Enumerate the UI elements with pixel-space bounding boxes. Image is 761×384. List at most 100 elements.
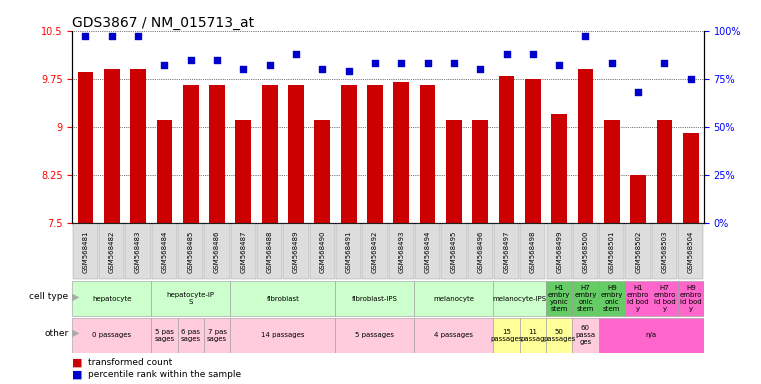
- Bar: [630, 175, 646, 384]
- Point: [185, 56, 197, 63]
- Text: 15
passages: 15 passages: [490, 329, 523, 341]
- Bar: [683, 133, 699, 384]
- Point: [369, 60, 381, 66]
- FancyBboxPatch shape: [231, 224, 256, 279]
- Text: ▶: ▶: [72, 292, 79, 302]
- FancyBboxPatch shape: [283, 224, 309, 279]
- Text: H9
embry
onic
stem: H9 embry onic stem: [600, 285, 623, 312]
- Text: ■: ■: [72, 370, 83, 380]
- Text: 5 passages: 5 passages: [355, 332, 394, 338]
- Bar: [262, 85, 278, 384]
- Text: GSM568482: GSM568482: [109, 230, 115, 273]
- Point: [527, 51, 539, 57]
- Bar: [604, 120, 619, 384]
- Text: H1
embry
yonic
stem: H1 embry yonic stem: [548, 285, 570, 312]
- Point: [263, 62, 275, 68]
- Point: [606, 60, 618, 66]
- Text: fibroblast-IPS: fibroblast-IPS: [352, 296, 398, 301]
- Point: [211, 56, 223, 63]
- FancyBboxPatch shape: [599, 318, 704, 353]
- Bar: [367, 85, 383, 384]
- Text: melanocyte: melanocyte: [434, 296, 474, 301]
- Text: H9
embro
id bod
y: H9 embro id bod y: [680, 285, 702, 312]
- Text: ▶: ▶: [72, 328, 79, 338]
- Text: H7
embro
id bod
y: H7 embro id bod y: [653, 285, 676, 312]
- FancyBboxPatch shape: [310, 224, 335, 279]
- FancyBboxPatch shape: [493, 281, 546, 316]
- Text: GSM568486: GSM568486: [214, 230, 220, 273]
- Point: [447, 60, 460, 66]
- Text: other: other: [44, 329, 68, 338]
- Text: cell type: cell type: [30, 292, 68, 301]
- FancyBboxPatch shape: [99, 224, 124, 279]
- Text: GSM568484: GSM568484: [161, 230, 167, 273]
- Text: 11
passag: 11 passag: [521, 329, 545, 341]
- Text: GSM568500: GSM568500: [582, 230, 588, 273]
- Point: [158, 62, 170, 68]
- Text: ■: ■: [72, 358, 83, 368]
- Text: 5 pas
sages: 5 pas sages: [154, 329, 174, 341]
- FancyBboxPatch shape: [493, 318, 520, 353]
- Text: GSM568499: GSM568499: [556, 230, 562, 273]
- Text: 60
passa
ges: 60 passa ges: [575, 325, 596, 345]
- FancyBboxPatch shape: [546, 318, 572, 353]
- Text: GSM568493: GSM568493: [398, 230, 404, 273]
- FancyBboxPatch shape: [257, 224, 282, 279]
- FancyBboxPatch shape: [336, 224, 361, 279]
- FancyBboxPatch shape: [599, 281, 625, 316]
- Point: [685, 76, 697, 82]
- FancyBboxPatch shape: [231, 318, 336, 353]
- Text: GSM568503: GSM568503: [661, 230, 667, 273]
- Bar: [393, 82, 409, 384]
- Text: GSM568485: GSM568485: [188, 230, 194, 273]
- Text: 6 pas
sages: 6 pas sages: [180, 329, 201, 341]
- Text: GSM568497: GSM568497: [504, 230, 510, 273]
- Text: GSM568498: GSM568498: [530, 230, 536, 273]
- Point: [290, 51, 302, 57]
- Text: 7 pas
sages: 7 pas sages: [207, 329, 227, 341]
- FancyBboxPatch shape: [546, 224, 572, 279]
- Point: [501, 51, 513, 57]
- Bar: [183, 85, 199, 384]
- Point: [79, 33, 91, 40]
- Bar: [341, 85, 356, 384]
- Bar: [446, 120, 462, 384]
- Text: H1
embro
id bod
y: H1 embro id bod y: [627, 285, 649, 312]
- Text: GSM568492: GSM568492: [372, 230, 378, 273]
- Bar: [103, 69, 119, 384]
- Text: n/a: n/a: [646, 332, 657, 338]
- FancyBboxPatch shape: [336, 281, 415, 316]
- Text: GSM568489: GSM568489: [293, 230, 299, 273]
- FancyBboxPatch shape: [415, 224, 440, 279]
- Text: GSM568496: GSM568496: [477, 230, 483, 273]
- Text: 50
passages: 50 passages: [543, 329, 575, 341]
- FancyBboxPatch shape: [72, 281, 151, 316]
- Text: hepatocyte: hepatocyte: [92, 296, 132, 301]
- FancyBboxPatch shape: [151, 318, 177, 353]
- Text: transformed count: transformed count: [88, 358, 172, 367]
- FancyBboxPatch shape: [520, 318, 546, 353]
- Bar: [209, 85, 225, 384]
- Point: [658, 60, 670, 66]
- Text: GDS3867 / NM_015713_at: GDS3867 / NM_015713_at: [72, 16, 254, 30]
- FancyBboxPatch shape: [126, 224, 151, 279]
- FancyBboxPatch shape: [626, 224, 651, 279]
- Point: [106, 33, 118, 40]
- Bar: [157, 120, 172, 384]
- Text: fibroblast: fibroblast: [266, 296, 299, 301]
- Bar: [578, 69, 594, 384]
- FancyBboxPatch shape: [389, 224, 414, 279]
- FancyBboxPatch shape: [178, 224, 203, 279]
- FancyBboxPatch shape: [231, 281, 336, 316]
- Bar: [525, 79, 541, 384]
- FancyBboxPatch shape: [415, 318, 493, 353]
- Text: H7
embry
onic
stem: H7 embry onic stem: [575, 285, 597, 312]
- FancyBboxPatch shape: [151, 281, 231, 316]
- FancyBboxPatch shape: [652, 224, 677, 279]
- FancyBboxPatch shape: [572, 318, 599, 353]
- Point: [632, 89, 645, 95]
- FancyBboxPatch shape: [494, 224, 519, 279]
- FancyBboxPatch shape: [177, 318, 204, 353]
- FancyBboxPatch shape: [204, 318, 231, 353]
- Text: hepatocyte-iP
S: hepatocyte-iP S: [167, 292, 215, 305]
